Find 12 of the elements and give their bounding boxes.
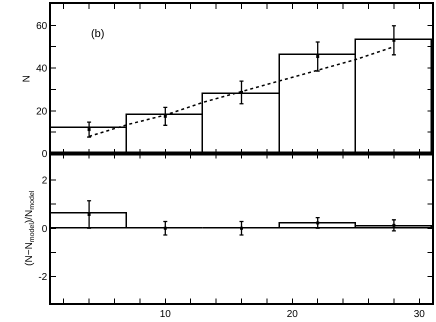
x-tick-label: 10: [160, 308, 172, 320]
y-tick-label: 0: [42, 149, 48, 160]
x-tick-label: 20: [286, 308, 298, 320]
y-tick-label: 60: [36, 20, 48, 32]
y-axis-title: N: [22, 75, 33, 82]
y-tick-label: -2: [38, 272, 48, 283]
annotation: (b): [91, 28, 104, 40]
y-tick-label: 0: [42, 224, 48, 235]
y-tick-label: 40: [36, 64, 48, 75]
y-tick-label: 20: [36, 106, 48, 118]
y-tick-label: 2: [42, 176, 48, 187]
x-tick-label: 30: [414, 308, 426, 320]
